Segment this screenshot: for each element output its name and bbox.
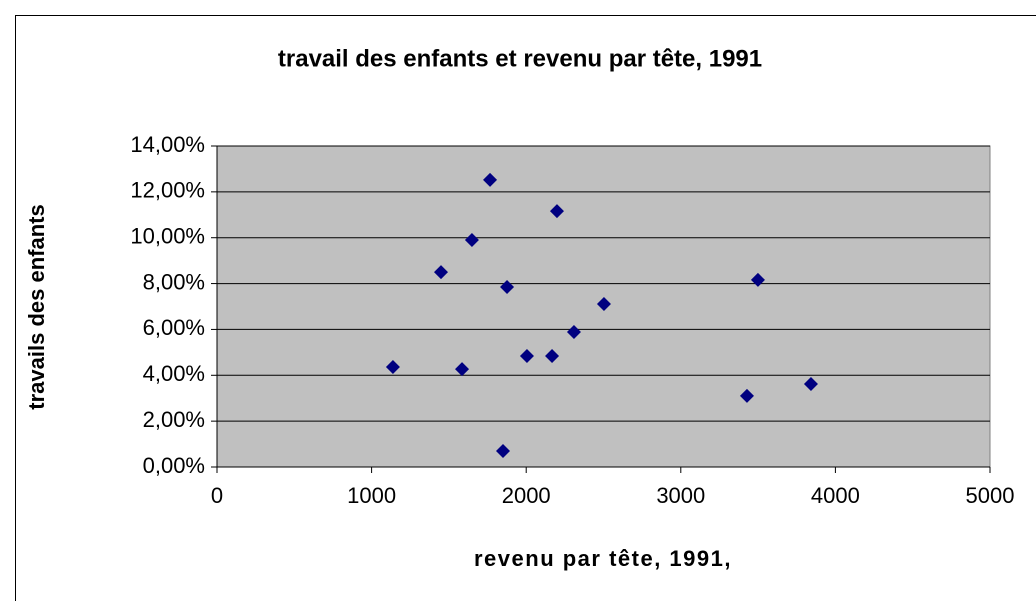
point bbox=[434, 265, 449, 280]
point bbox=[739, 388, 754, 403]
point bbox=[483, 172, 498, 187]
point bbox=[566, 324, 581, 339]
y-axis-label: travails des enfants bbox=[24, 204, 49, 409]
point bbox=[596, 296, 611, 311]
point bbox=[803, 376, 818, 391]
point bbox=[464, 233, 479, 248]
y-tick-label: 8,00% bbox=[143, 269, 205, 294]
point bbox=[496, 443, 511, 458]
point bbox=[545, 349, 560, 364]
y-tick-label: 0,00% bbox=[143, 453, 205, 478]
x-tick-label: 4000 bbox=[811, 483, 860, 508]
y-tick-label: 6,00% bbox=[143, 315, 205, 340]
x-tick-label: 2000 bbox=[502, 483, 551, 508]
x-axis-label: revenu par tête, 1991, bbox=[474, 546, 732, 571]
chart-title: travail des enfants et revenu par tête, … bbox=[278, 45, 762, 72]
y-tick-label: 2,00% bbox=[143, 407, 205, 432]
x-tick-label: 0 bbox=[211, 483, 223, 508]
x-tick-label: 5000 bbox=[966, 483, 1015, 508]
x-tick-label: 3000 bbox=[656, 483, 705, 508]
y-tick-label: 10,00% bbox=[130, 224, 205, 249]
point bbox=[455, 362, 470, 377]
y-tick-label: 4,00% bbox=[143, 361, 205, 386]
point bbox=[519, 349, 534, 364]
point bbox=[500, 280, 515, 295]
point bbox=[549, 204, 564, 219]
y-tick-label: 14,00% bbox=[130, 132, 205, 157]
point bbox=[385, 360, 400, 375]
point bbox=[750, 272, 765, 287]
y-tick-label: 12,00% bbox=[130, 178, 205, 203]
x-tick-label: 1000 bbox=[347, 483, 396, 508]
